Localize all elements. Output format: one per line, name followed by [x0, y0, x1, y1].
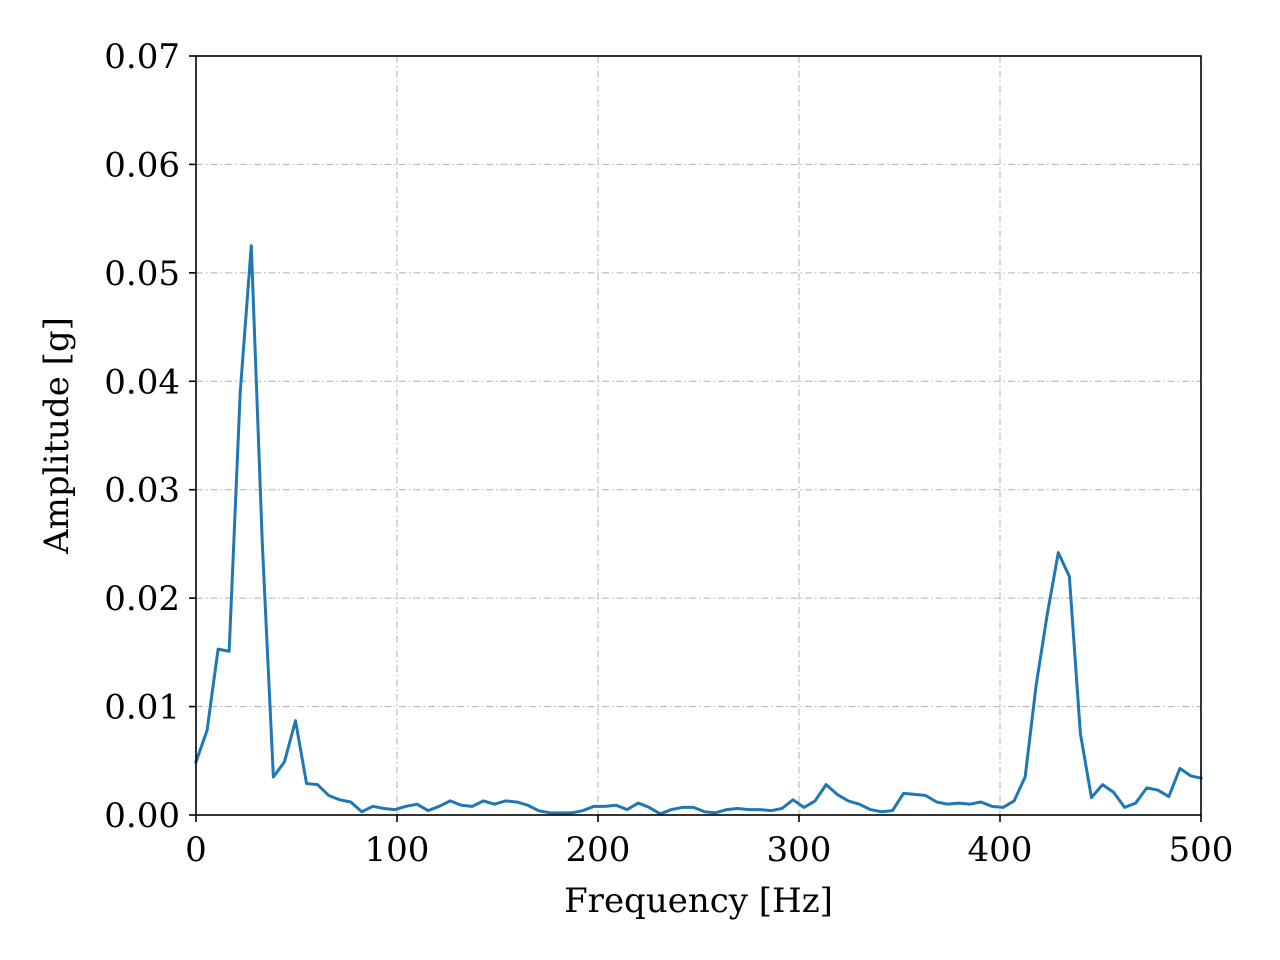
x-axis-label: Frequency [Hz] [564, 881, 833, 921]
x-tick-label: 400 [968, 830, 1033, 870]
y-axis-label: Amplitude [g] [37, 317, 77, 555]
spectrum-line [194, 244, 1203, 816]
y-tick-label: 0.00 [104, 796, 180, 836]
y-tick-label: 0.06 [104, 145, 180, 185]
y-tick-label: 0.01 [104, 688, 180, 728]
x-tick-label: 300 [767, 830, 832, 870]
plot-frame [195, 55, 1202, 816]
series-layer [194, 244, 1203, 816]
y-tick-label: 0.02 [104, 579, 180, 619]
x-tick-label: 0 [185, 830, 207, 870]
x-tick-label: 100 [365, 830, 430, 870]
ticks: 0 100 200 300 400 500 0.00 0.01 0.02 0.03 0.04 0.05… [104, 37, 1233, 870]
x-tick-label: 200 [566, 830, 631, 870]
y-tick-label: 0.05 [104, 254, 180, 294]
y-tick-label: 0.03 [104, 471, 180, 511]
y-tick-label: 0.07 [104, 37, 180, 77]
x-tick-label: 500 [1169, 830, 1234, 870]
y-tick-label: 0.04 [104, 362, 180, 402]
